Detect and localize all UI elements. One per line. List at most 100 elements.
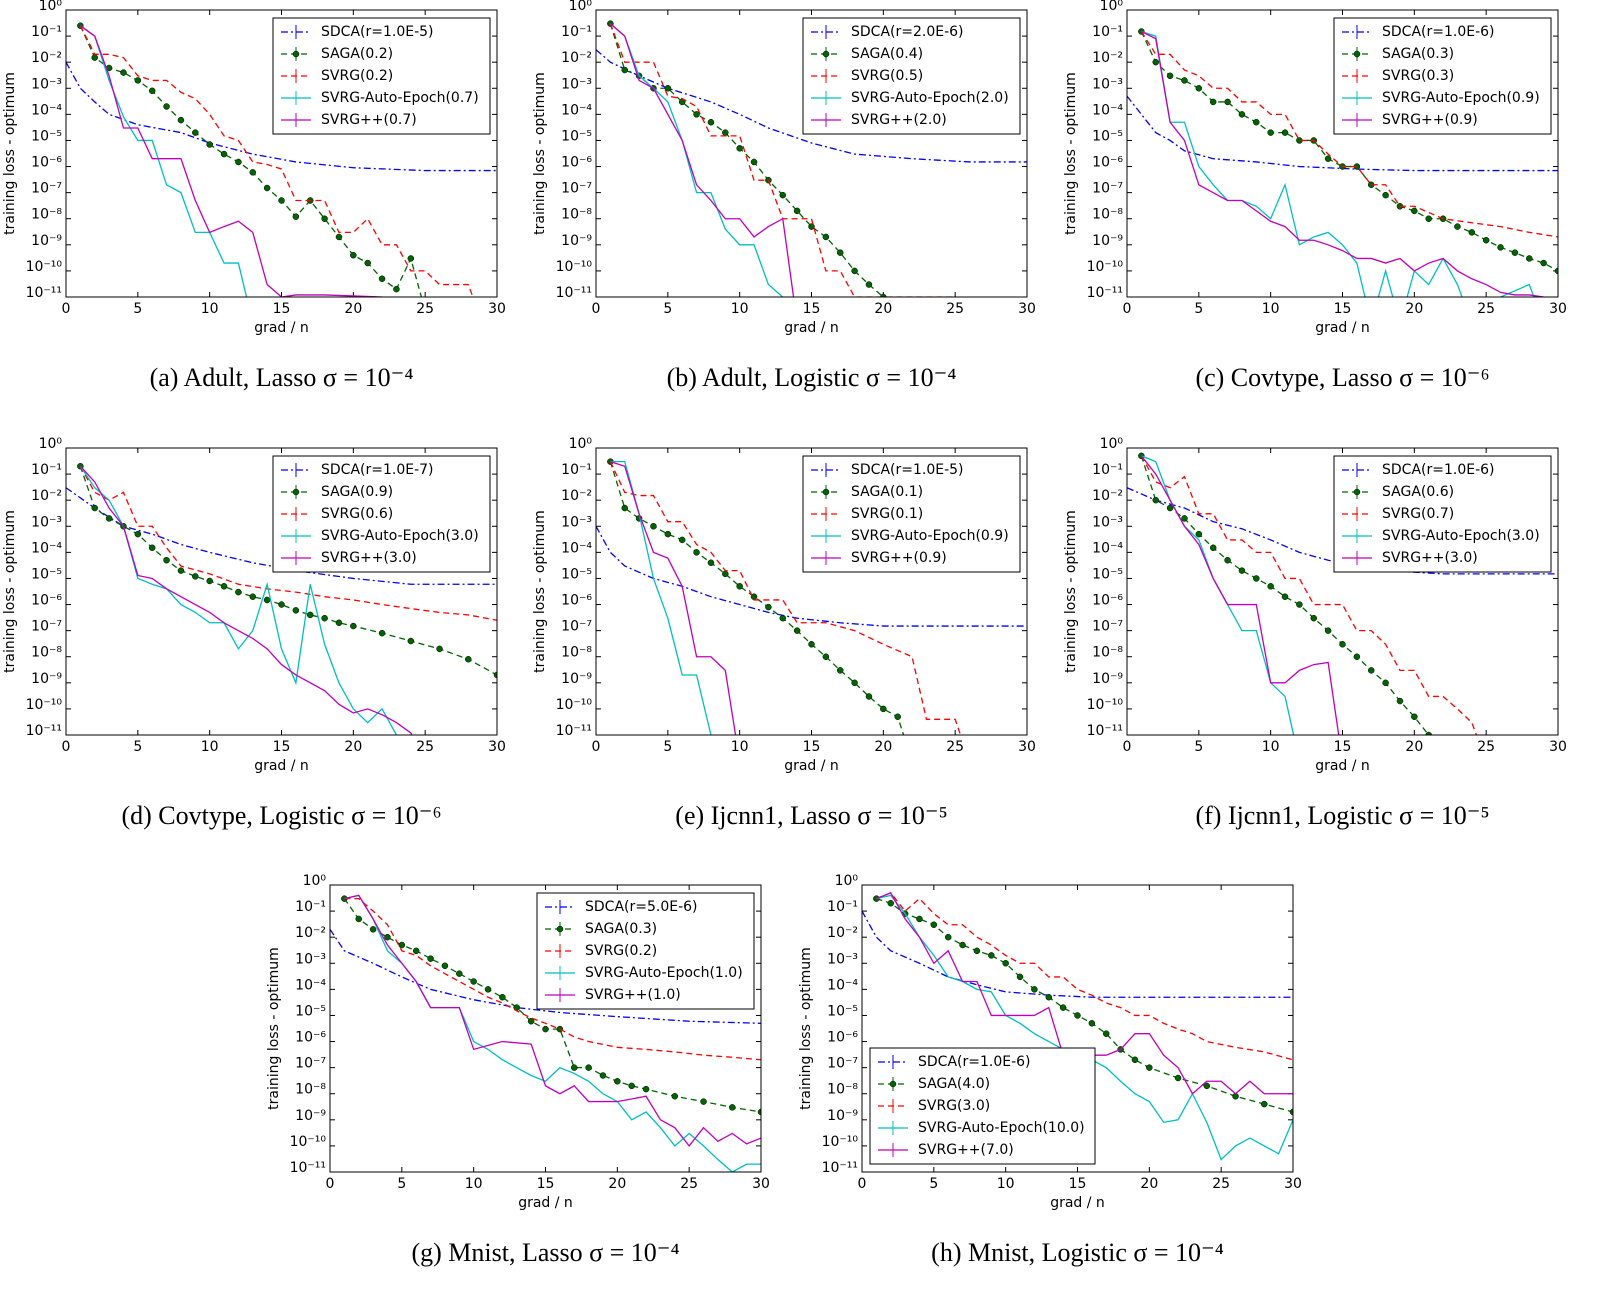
point xyxy=(441,962,449,970)
x-tick-label: 10 xyxy=(201,301,219,317)
x-tick-label: 15 xyxy=(1334,301,1352,317)
point xyxy=(1324,627,1332,634)
legend-marker xyxy=(292,488,300,496)
axes-frame xyxy=(65,9,498,298)
point xyxy=(91,54,98,61)
y-tick-label: 10⁻⁴ xyxy=(295,977,326,993)
point xyxy=(384,933,391,941)
point xyxy=(880,705,887,713)
point xyxy=(1181,515,1188,522)
y-tick-label: 10⁻¹¹ xyxy=(822,1160,858,1176)
series-line xyxy=(79,465,497,621)
legend-marker xyxy=(1353,50,1361,58)
y-tick-label: 10⁻⁸ xyxy=(31,207,62,223)
legend xyxy=(1333,17,1552,135)
y-tick-label: 10⁻¹ xyxy=(31,24,62,40)
x-tick-label: 20 xyxy=(344,301,362,317)
legend-label: SAGA(0.3) xyxy=(585,921,657,937)
legend-label: SVRG(0.6) xyxy=(321,506,393,522)
point xyxy=(664,85,672,92)
y-tick-label: 10⁻⁶ xyxy=(827,1030,858,1046)
x-tick-label: 5 xyxy=(663,301,672,317)
legend-label: SVRG(0.3) xyxy=(1382,68,1454,84)
point xyxy=(369,926,377,933)
point xyxy=(177,116,185,124)
point xyxy=(1224,556,1231,564)
x-tick-label: 5 xyxy=(929,1176,938,1192)
point xyxy=(1238,567,1246,574)
x-tick-label: 0 xyxy=(1123,739,1132,755)
y-tick-label: 10⁻¹⁰ xyxy=(556,259,593,275)
y-tick-label: 10⁰ xyxy=(39,0,63,14)
series-line xyxy=(1140,455,1340,735)
y-tick-label: 10⁻⁵ xyxy=(295,1003,326,1019)
y-tick-label: 10⁻¹¹ xyxy=(26,723,62,739)
caption: (b) Adult, Logistic σ = 10⁻⁴ xyxy=(667,363,957,392)
y-tick-label: 10⁻⁴ xyxy=(827,977,858,993)
y-tick-label: 10⁻⁷ xyxy=(827,1056,858,1072)
y-tick-label: 10⁻¹⁰ xyxy=(1087,697,1124,713)
point xyxy=(750,158,758,166)
legend-label: SVRG++(3.0) xyxy=(1382,550,1478,566)
y-tick-label: 10⁰ xyxy=(569,0,593,14)
plot-area xyxy=(66,462,497,735)
point xyxy=(493,671,497,679)
point xyxy=(1031,986,1038,993)
x-tick-label: 30 xyxy=(1018,301,1036,317)
point xyxy=(398,941,406,949)
plot-area xyxy=(66,22,497,297)
point xyxy=(249,169,257,176)
point xyxy=(465,656,472,663)
legend-label: SVRG++(2.0) xyxy=(851,112,947,128)
point xyxy=(599,1072,607,1079)
y-tick-label: 10⁻⁵ xyxy=(31,128,62,144)
y-axis-label: training loss - optimum xyxy=(1063,510,1079,673)
axes-frame xyxy=(65,447,498,736)
point xyxy=(177,567,185,574)
subplot: 10⁻¹¹ 10⁻¹⁰ 10⁻⁹ 10⁻⁸ 10⁻⁷ 10⁻⁶ 10⁻⁵ 10⁻⁴ 10⁻³ 10… xyxy=(2,0,506,392)
point xyxy=(1396,697,1404,705)
point xyxy=(1367,667,1375,674)
y-tick-label: 10⁻² xyxy=(1092,488,1123,504)
y-tick-label: 10⁻⁸ xyxy=(1092,207,1123,223)
legend-marker xyxy=(1353,488,1361,496)
y-tick-label: 10⁻¹¹ xyxy=(556,285,592,301)
y-tick-label: 10⁻⁶ xyxy=(31,155,62,171)
point xyxy=(621,504,628,512)
axes-frame xyxy=(1126,9,1559,298)
point xyxy=(436,645,443,653)
y-tick-label: 10⁻⁹ xyxy=(561,233,592,249)
y-tick-label: 10⁻⁹ xyxy=(1092,233,1123,249)
y-tick-label: 10⁻⁴ xyxy=(561,102,592,118)
x-tick-label: 30 xyxy=(1549,301,1567,317)
x-tick-label: 5 xyxy=(663,739,672,755)
y-axis-label: training loss - optimum xyxy=(798,947,814,1110)
x-tick-label: 15 xyxy=(803,301,821,317)
subplot: 10⁻¹¹ 10⁻¹⁰ 10⁻⁹ 10⁻⁸ 10⁻⁷ 10⁻⁶ 10⁻⁵ 10⁻⁴ 10⁻³ 10… xyxy=(532,436,1036,830)
caption: (e) Ijcnn1, Lasso σ = 10⁻⁵ xyxy=(675,801,947,830)
point xyxy=(1425,731,1432,735)
point xyxy=(693,549,700,556)
point xyxy=(1195,530,1203,538)
legend-label: SAGA(0.3) xyxy=(1382,46,1454,62)
series-line xyxy=(330,928,761,1024)
y-tick-label: 10⁻⁹ xyxy=(561,671,592,687)
x-tick-label: 5 xyxy=(1194,739,1203,755)
y-tick-label: 10⁻⁹ xyxy=(31,671,62,687)
legend-marker xyxy=(556,925,564,933)
y-tick-label: 10⁻⁷ xyxy=(295,1056,326,1072)
series-line xyxy=(596,525,1027,627)
x-tick-label: 15 xyxy=(1334,739,1352,755)
point xyxy=(278,601,285,608)
y-tick-label: 10⁻¹⁰ xyxy=(26,697,63,713)
point xyxy=(678,536,686,544)
point xyxy=(378,275,386,283)
y-tick-label: 10⁻⁵ xyxy=(827,1003,858,1019)
caption: (c) Covtype, Lasso σ = 10⁻⁶ xyxy=(1195,363,1489,392)
legend-label: SVRG-Auto-Epoch(0.7) xyxy=(321,90,479,106)
point xyxy=(894,713,901,721)
point xyxy=(1526,255,1533,262)
x-axis-label: grad / n xyxy=(1050,1195,1105,1211)
point xyxy=(650,523,657,530)
y-tick-label: 10⁻¹¹ xyxy=(26,285,62,301)
